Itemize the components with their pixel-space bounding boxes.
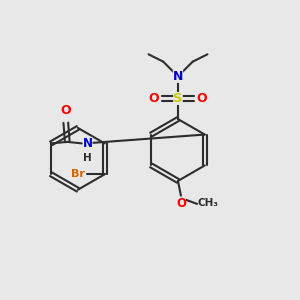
Text: H: H [82, 153, 91, 163]
Text: N: N [82, 137, 93, 150]
Text: O: O [176, 197, 186, 210]
Text: O: O [196, 92, 207, 105]
Text: CH₃: CH₃ [198, 198, 219, 208]
Text: O: O [149, 92, 159, 105]
Text: S: S [173, 92, 183, 105]
Text: O: O [61, 104, 71, 118]
Text: Br: Br [71, 169, 85, 179]
Text: N: N [173, 70, 183, 83]
